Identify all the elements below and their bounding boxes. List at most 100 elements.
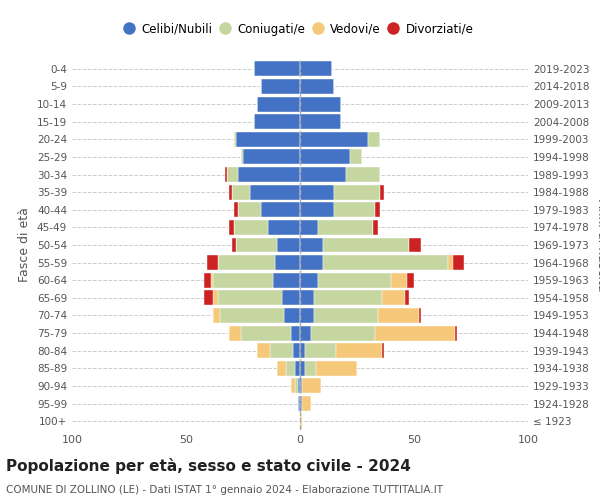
Bar: [218, 290, 282, 306]
Bar: [218, 255, 275, 270]
Bar: [405, 290, 409, 306]
Bar: [241, 326, 291, 340]
Bar: [257, 343, 271, 358]
Bar: [334, 202, 375, 218]
Bar: [300, 326, 311, 340]
Bar: [300, 414, 302, 428]
Bar: [300, 396, 302, 411]
Bar: [350, 150, 362, 164]
Bar: [229, 220, 234, 235]
Bar: [300, 273, 318, 287]
Bar: [300, 114, 341, 129]
Bar: [236, 238, 277, 252]
Bar: [271, 343, 293, 358]
Bar: [206, 255, 218, 270]
Bar: [261, 202, 300, 218]
Bar: [241, 150, 243, 164]
Bar: [227, 167, 238, 182]
Bar: [300, 308, 314, 323]
Bar: [295, 378, 298, 394]
Bar: [314, 290, 382, 306]
Bar: [282, 290, 300, 306]
Bar: [293, 343, 300, 358]
Bar: [229, 184, 232, 200]
Bar: [419, 308, 421, 323]
Bar: [300, 290, 314, 306]
Bar: [300, 378, 302, 394]
Bar: [300, 184, 334, 200]
Bar: [448, 255, 453, 270]
Bar: [243, 150, 300, 164]
Bar: [232, 238, 236, 252]
Bar: [300, 343, 305, 358]
Bar: [286, 361, 295, 376]
Bar: [234, 132, 236, 147]
Bar: [377, 308, 419, 323]
Bar: [375, 202, 380, 218]
Bar: [300, 150, 350, 164]
Y-axis label: Anni di nascita: Anni di nascita: [595, 198, 600, 291]
Bar: [295, 361, 300, 376]
Bar: [234, 202, 238, 218]
Bar: [323, 238, 409, 252]
Bar: [300, 220, 318, 235]
Bar: [277, 238, 300, 252]
Bar: [305, 361, 316, 376]
Text: COMUNE DI ZOLLINO (LE) - Dati ISTAT 1° gennaio 2024 - Elaborazione TUTTITALIA.IT: COMUNE DI ZOLLINO (LE) - Dati ISTAT 1° g…: [6, 485, 443, 495]
Bar: [375, 326, 455, 340]
Bar: [257, 96, 300, 112]
Bar: [311, 326, 375, 340]
Bar: [284, 308, 300, 323]
Bar: [455, 326, 457, 340]
Bar: [300, 255, 323, 270]
Bar: [391, 273, 407, 287]
Bar: [407, 273, 414, 287]
Bar: [232, 184, 250, 200]
Y-axis label: Fasce di età: Fasce di età: [19, 208, 31, 282]
Bar: [300, 167, 346, 182]
Bar: [298, 378, 300, 394]
Bar: [316, 361, 357, 376]
Bar: [300, 238, 323, 252]
Bar: [234, 220, 268, 235]
Bar: [220, 308, 284, 323]
Bar: [382, 343, 385, 358]
Bar: [254, 114, 300, 129]
Text: Popolazione per età, sesso e stato civile - 2024: Popolazione per età, sesso e stato civil…: [6, 458, 411, 473]
Bar: [300, 132, 368, 147]
Bar: [238, 202, 261, 218]
Bar: [254, 62, 300, 76]
Bar: [382, 290, 405, 306]
Bar: [211, 273, 214, 287]
Bar: [277, 361, 286, 376]
Bar: [204, 273, 211, 287]
Bar: [275, 255, 300, 270]
Bar: [373, 220, 377, 235]
Bar: [300, 96, 341, 112]
Bar: [368, 132, 380, 147]
Bar: [300, 62, 332, 76]
Bar: [291, 326, 300, 340]
Bar: [238, 167, 300, 182]
Bar: [346, 167, 380, 182]
Bar: [305, 343, 337, 358]
Bar: [323, 255, 448, 270]
Bar: [214, 308, 220, 323]
Bar: [380, 184, 385, 200]
Bar: [337, 343, 382, 358]
Bar: [236, 132, 300, 147]
Bar: [314, 308, 377, 323]
Bar: [229, 326, 241, 340]
Bar: [204, 290, 214, 306]
Bar: [300, 361, 305, 376]
Bar: [272, 273, 300, 287]
Bar: [409, 238, 421, 252]
Bar: [291, 378, 295, 394]
Legend: Celibi/Nubili, Coniugati/e, Vedovi/e, Divorziati/e: Celibi/Nubili, Coniugati/e, Vedovi/e, Di…: [122, 18, 478, 40]
Bar: [300, 79, 334, 94]
Bar: [214, 290, 218, 306]
Bar: [318, 220, 373, 235]
Bar: [334, 184, 380, 200]
Bar: [302, 396, 311, 411]
Bar: [318, 273, 391, 287]
